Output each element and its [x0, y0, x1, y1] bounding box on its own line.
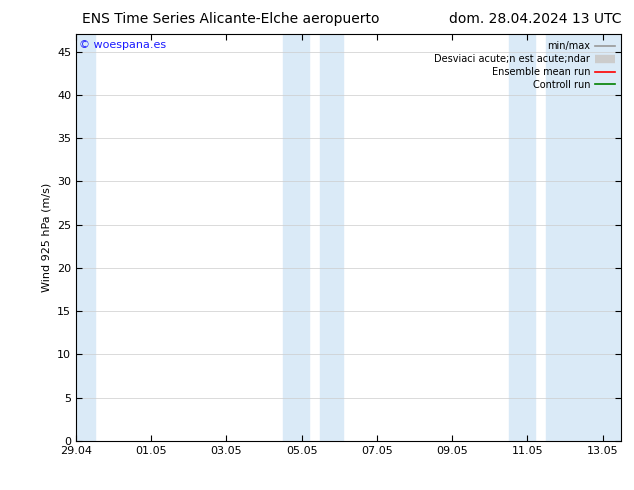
Bar [508, 34, 535, 441]
Text: dom. 28.04.2024 13 UTC: dom. 28.04.2024 13 UTC [449, 12, 621, 26]
Bar [283, 34, 309, 441]
Bar [76, 34, 95, 441]
Text: © woespana.es: © woespana.es [79, 40, 166, 50]
Y-axis label: Wind 925 hPa (m/s): Wind 925 hPa (m/s) [42, 183, 51, 292]
Legend: min/max, Desviaci acute;n est acute;ndar, Ensemble mean run, Controll run: min/max, Desviaci acute;n est acute;ndar… [430, 37, 618, 94]
Bar [546, 34, 621, 441]
Bar [321, 34, 343, 441]
Text: ENS Time Series Alicante-Elche aeropuerto: ENS Time Series Alicante-Elche aeropuert… [82, 12, 380, 26]
